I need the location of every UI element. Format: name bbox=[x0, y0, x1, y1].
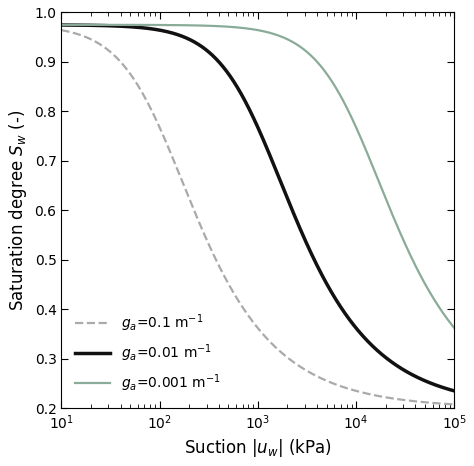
$g_a$=0.01 m$^{-1}$ bbox=[452, 388, 457, 394]
$g_a$=0.001 m$^{-1}$ bbox=[232, 24, 237, 30]
Line: $g_a$=0.001 m$^{-1}$: $g_a$=0.001 m$^{-1}$ bbox=[61, 25, 455, 328]
$g_a$=0.1 m$^{-1}$ bbox=[328, 380, 334, 385]
$g_a$=0.01 m$^{-1}$ bbox=[99, 23, 104, 28]
$g_a$=0.1 m$^{-1}$ bbox=[372, 392, 378, 398]
$g_a$=0.001 m$^{-1}$ bbox=[365, 152, 371, 158]
$g_a$=0.01 m$^{-1}$ bbox=[365, 339, 371, 344]
$g_a$=0.001 m$^{-1}$ bbox=[452, 325, 457, 331]
$g_a$=0.01 m$^{-1}$ bbox=[372, 345, 378, 351]
$g_a$=0.1 m$^{-1}$ bbox=[218, 266, 223, 271]
$g_a$=0.01 m$^{-1}$ bbox=[58, 22, 64, 28]
$g_a$=0.1 m$^{-1}$ bbox=[452, 402, 457, 407]
$g_a$=0.1 m$^{-1}$ bbox=[365, 391, 371, 397]
$g_a$=0.001 m$^{-1}$ bbox=[328, 78, 334, 83]
$g_a$=0.01 m$^{-1}$ bbox=[218, 61, 223, 66]
Line: $g_a$=0.01 m$^{-1}$: $g_a$=0.01 m$^{-1}$ bbox=[61, 25, 455, 391]
Line: $g_a$=0.1 m$^{-1}$: $g_a$=0.1 m$^{-1}$ bbox=[61, 30, 455, 404]
$g_a$=0.01 m$^{-1}$ bbox=[328, 289, 334, 295]
$g_a$=0.01 m$^{-1}$ bbox=[232, 80, 237, 86]
$g_a$=0.1 m$^{-1}$ bbox=[232, 292, 237, 297]
Legend: $g_a$=0.1 m$^{-1}$, $g_a$=0.01 m$^{-1}$, $g_a$=0.001 m$^{-1}$: $g_a$=0.1 m$^{-1}$, $g_a$=0.01 m$^{-1}$,… bbox=[68, 306, 228, 401]
$g_a$=0.001 m$^{-1}$ bbox=[99, 22, 104, 27]
$g_a$=0.001 m$^{-1}$ bbox=[58, 22, 64, 27]
$g_a$=0.1 m$^{-1}$ bbox=[99, 42, 104, 48]
X-axis label: Suction $|u_w|$ (kPa): Suction $|u_w|$ (kPa) bbox=[184, 437, 332, 459]
$g_a$=0.001 m$^{-1}$ bbox=[372, 169, 378, 175]
Y-axis label: Saturation degree $S_w$ (-): Saturation degree $S_w$ (-) bbox=[7, 110, 29, 311]
$g_a$=0.1 m$^{-1}$ bbox=[58, 27, 64, 33]
$g_a$=0.001 m$^{-1}$ bbox=[218, 23, 223, 29]
